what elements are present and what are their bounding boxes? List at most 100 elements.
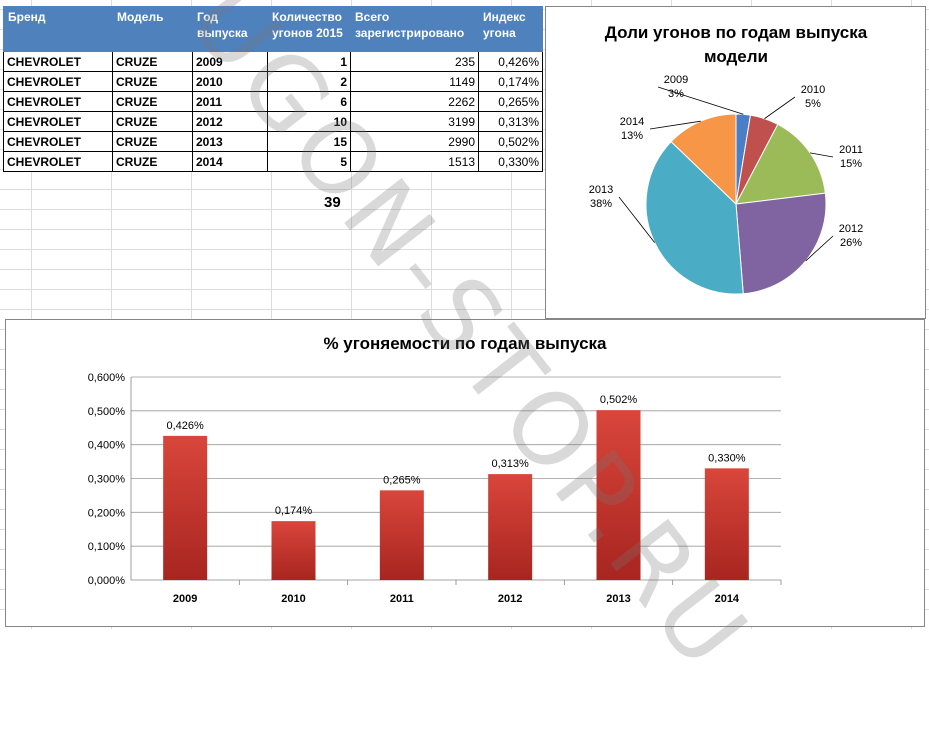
cell-index[interactable]: 0,330% [478, 151, 543, 172]
pie-label-percent: 15% [840, 158, 862, 170]
cell-brand[interactable]: CHEVROLET [3, 71, 113, 92]
bar-2009[interactable] [163, 435, 208, 580]
data-table: Бренд Модель Год выпуска Количество угон… [3, 6, 543, 172]
cell-year[interactable]: 2012 [192, 111, 268, 132]
cell-thefts[interactable]: 10 [267, 111, 351, 132]
pie-label-percent: 38% [590, 198, 612, 210]
bar-data-label: 0,426% [167, 420, 205, 432]
bar-data-label: 0,313% [492, 458, 530, 470]
cell-model[interactable]: CRUZE [112, 131, 193, 152]
cell-brand[interactable]: CHEVROLET [3, 151, 113, 172]
pie-label-percent: 3% [668, 88, 684, 100]
y-tick-label: 0,100% [88, 541, 126, 553]
cell-year[interactable]: 2013 [192, 131, 268, 152]
cell-registered[interactable]: 3199 [350, 111, 479, 132]
x-tick-label: 2012 [498, 593, 522, 605]
cell-index[interactable]: 0,265% [478, 91, 543, 112]
x-tick-label: 2014 [715, 593, 740, 605]
cell-model[interactable]: CRUZE [112, 71, 193, 92]
pie-chart-title: Доли угонов по годам выпуска модели [604, 23, 868, 66]
cell-model[interactable]: CRUZE [112, 91, 193, 112]
pie-leader-line [809, 152, 834, 158]
pie-leader-line [805, 235, 834, 262]
table-row: CHEVROLET CRUZE 2014 5 1513 0,330% [3, 151, 543, 172]
header-cell-year[interactable]: Год выпуска [192, 6, 268, 52]
cell-model[interactable]: CRUZE [112, 51, 193, 72]
pie-label-category: 2012 [839, 223, 863, 235]
cell-year[interactable]: 2010 [192, 71, 268, 92]
bar-2010[interactable] [271, 521, 316, 580]
table-row: CHEVROLET CRUZE 2012 10 3199 0,313% [3, 111, 543, 132]
pie-label-category: 2014 [620, 116, 644, 128]
pie-slice-2014[interactable] [670, 113, 737, 206]
x-tick-label: 2011 [390, 593, 414, 605]
table-row: CHEVROLET CRUZE 2011 6 2262 0,265% [3, 91, 543, 112]
cell-registered[interactable]: 2262 [350, 91, 479, 112]
pie-chart[interactable]: Доли угонов по годам выпуска модели 2009… [545, 6, 926, 319]
x-tick-label: 2013 [606, 593, 630, 605]
pie-label-percent: 5% [805, 98, 821, 110]
header-cell-model[interactable]: Модель [112, 6, 193, 52]
cell-model[interactable]: CRUZE [112, 151, 193, 172]
bar-chart[interactable]: % угоняемости по годам выпуска 0,000% 0,1… [5, 319, 925, 627]
cell-year[interactable]: 2009 [192, 51, 268, 72]
pie-label-category: 2010 [801, 84, 825, 96]
header-cell-thefts[interactable]: Количество угонов 2015 [267, 6, 351, 52]
table-row: CHEVROLET CRUZE 2009 1 235 0,426% [3, 51, 543, 72]
y-tick-label: 0,500% [88, 406, 126, 418]
cell-thefts[interactable]: 1 [267, 51, 351, 72]
cell-year[interactable]: 2014 [192, 151, 268, 172]
bar-2013[interactable] [596, 410, 641, 580]
cell-brand[interactable]: CHEVROLET [3, 111, 113, 132]
pie-chart-plot: 2009 3% 2010 5% 2011 15% 2012 26% 2013 38% 2014 13% [589, 74, 863, 295]
cell-thefts[interactable]: 5 [267, 151, 351, 172]
y-tick-label: 0,600% [88, 372, 126, 384]
cell-registered[interactable]: 235 [350, 51, 479, 72]
pie-slice-2013[interactable] [645, 140, 744, 295]
table-row: CHEVROLET CRUZE 2013 15 2990 0,502% [3, 131, 543, 152]
cell-registered[interactable]: 2990 [350, 131, 479, 152]
cell-registered[interactable]: 1513 [350, 151, 479, 172]
bar-data-label: 0,174% [275, 505, 313, 517]
bar-data-label: 0,330% [708, 452, 746, 464]
cell-thefts[interactable]: 6 [267, 91, 351, 112]
cell-thefts[interactable]: 2 [267, 71, 351, 92]
pie-label-percent: 13% [621, 130, 643, 142]
bar-2014[interactable] [704, 468, 749, 580]
pie-label-percent: 26% [840, 237, 862, 249]
bar-2012[interactable] [488, 474, 533, 580]
y-tick-label: 0,000% [88, 575, 126, 587]
cell-brand[interactable]: CHEVROLET [3, 91, 113, 112]
header-cell-registered[interactable]: Всего зарегистрировано [350, 6, 479, 52]
cell-index[interactable]: 0,313% [478, 111, 543, 132]
bar-chart-plot: 0,000% 0,100% 0,200% 0,300% 0,400% 0,500% 0,60… [88, 372, 782, 605]
cell-index[interactable]: 0,174% [478, 71, 543, 92]
bar-data-label: 0,265% [383, 474, 421, 486]
pie-label-category: 2009 [664, 74, 688, 86]
cell-registered[interactable]: 1149 [350, 71, 479, 92]
cell-thefts[interactable]: 15 [267, 131, 351, 152]
y-tick-label: 0,400% [88, 440, 126, 452]
y-tick-label: 0,300% [88, 474, 126, 486]
x-tick-label: 2010 [281, 593, 305, 605]
cell-year[interactable]: 2011 [192, 91, 268, 112]
cell-brand[interactable]: CHEVROLET [3, 51, 113, 72]
pie-leader-line [649, 120, 701, 130]
cell-brand[interactable]: CHEVROLET [3, 131, 113, 152]
header-cell-brand[interactable]: Бренд [3, 6, 113, 52]
table-header-row: Бренд Модель Год выпуска Количество угон… [3, 6, 543, 52]
pie-label-category: 2013 [589, 184, 613, 196]
pie-leader-line [657, 86, 744, 115]
bar-data-label: 0,502% [600, 394, 638, 406]
cell-index[interactable]: 0,502% [478, 131, 543, 152]
cell-model[interactable]: CRUZE [112, 111, 193, 132]
header-cell-index[interactable]: Индекс угона [478, 6, 543, 52]
pie-leader-line [764, 96, 796, 119]
total-thefts-cell[interactable]: 39 [324, 194, 341, 211]
x-tick-label: 2009 [173, 593, 197, 605]
table-row: CHEVROLET CRUZE 2010 2 1149 0,174% [3, 71, 543, 92]
pie-slice-2012[interactable] [735, 192, 827, 295]
cell-index[interactable]: 0,426% [478, 51, 543, 72]
bar-chart-title: % угоняемости по годам выпуска [323, 334, 607, 353]
bar-2011[interactable] [379, 490, 424, 580]
